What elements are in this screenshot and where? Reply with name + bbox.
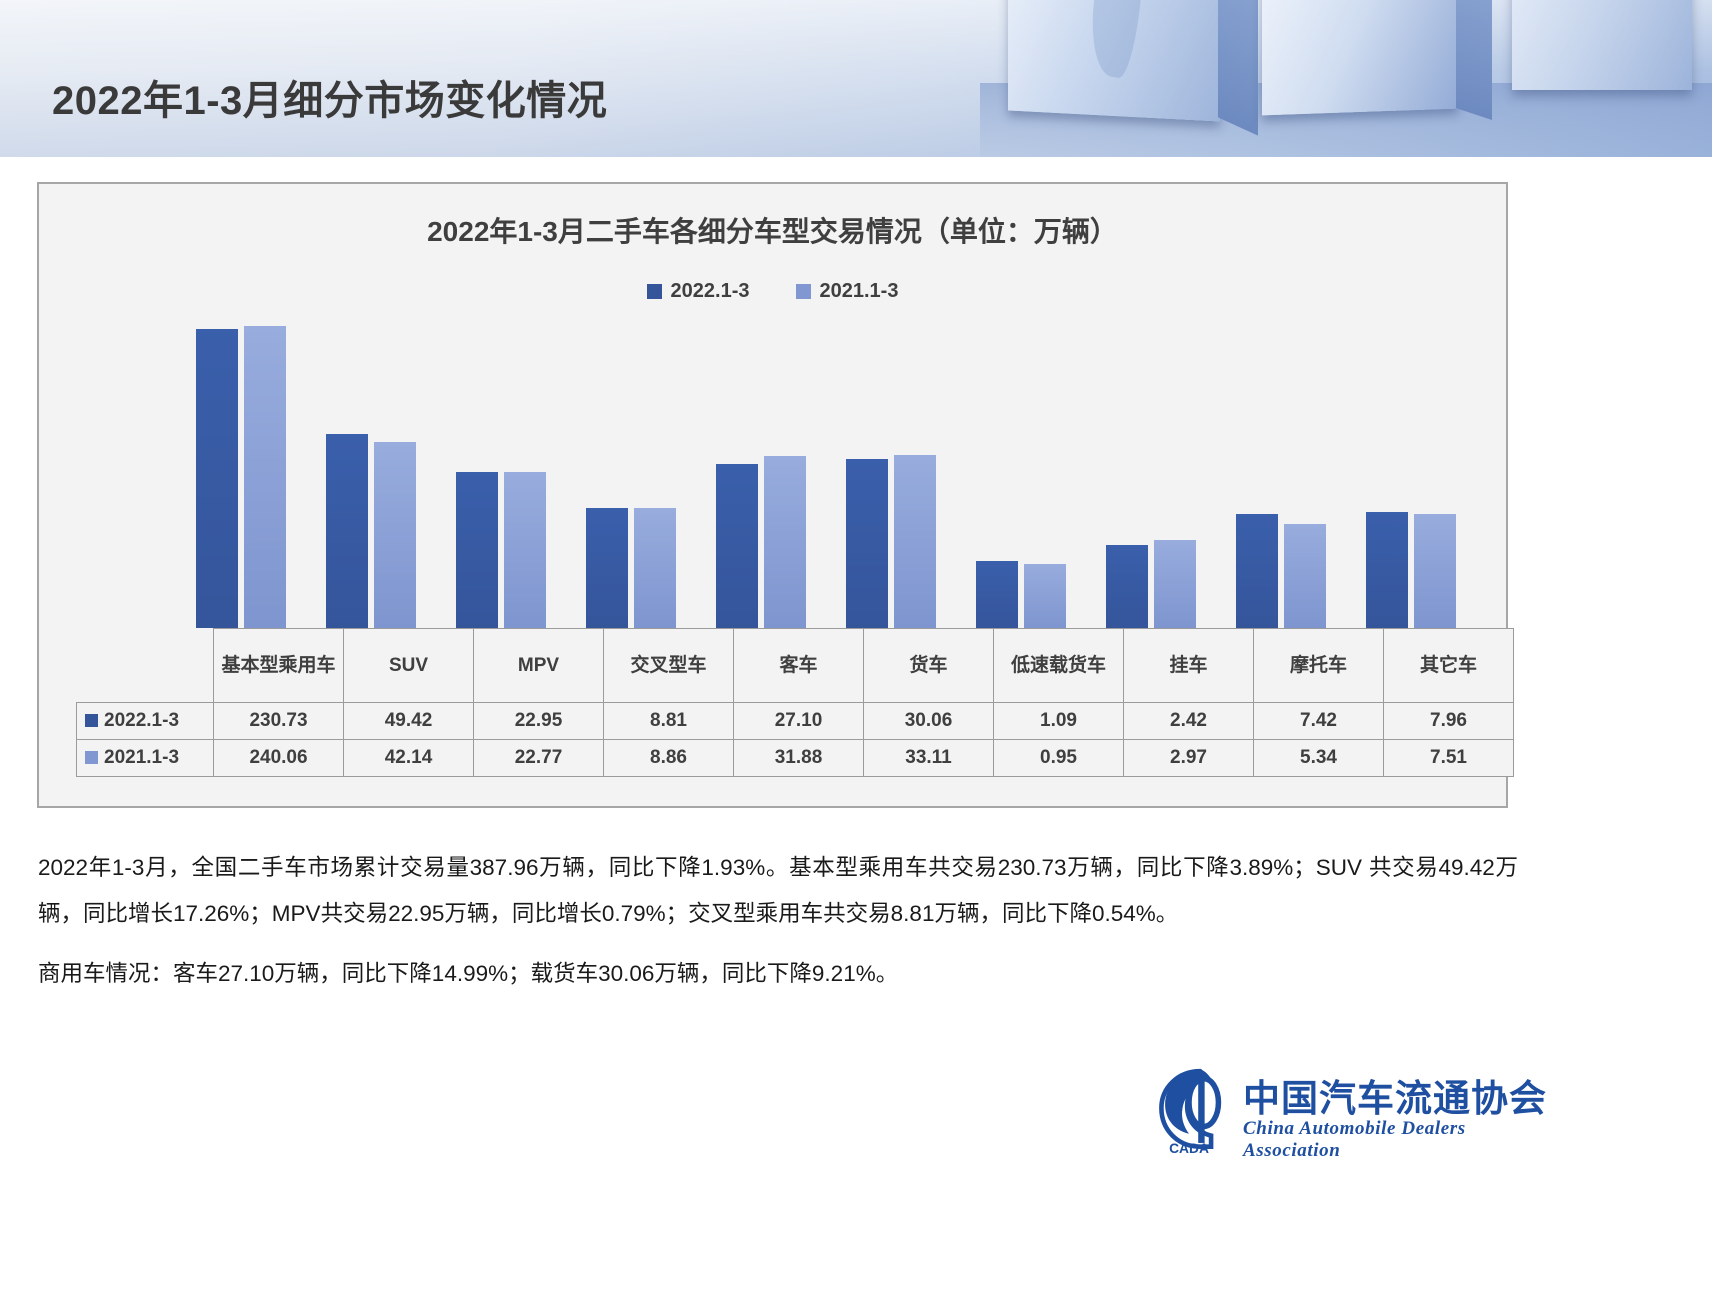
bar-2021.1-3-客车[interactable] bbox=[764, 456, 806, 628]
paragraph-market-summary: 2022年1-3月，全国二手车市场累计交易量387.96万辆，同比下降1.93%… bbox=[38, 855, 1518, 927]
cell-2022.1-3-货车: 30.06 bbox=[863, 702, 994, 740]
cell-2022.1-3-其它车: 7.96 bbox=[1383, 702, 1514, 740]
column-header-5: 货车 bbox=[863, 628, 994, 703]
cada-logo: CADA 中国汽车流通协会 China Automobile Dealers A… bbox=[1143, 1058, 1563, 1161]
cell-2022.1-3-摩托车: 7.42 bbox=[1253, 702, 1384, 740]
legend-label: 2021.1-3 bbox=[819, 280, 899, 302]
legend-swatch-icon bbox=[795, 284, 811, 299]
chart-plot-area bbox=[176, 326, 1476, 628]
table-header-row: 基本型乘用车 SUV MPV 交叉型车 客车 货车 低速载货车 挂车 摩托车 其它车 bbox=[77, 628, 1514, 703]
legend-swatch-icon bbox=[646, 284, 662, 299]
cell-2021.1-3-MPV: 22.77 bbox=[473, 739, 604, 777]
logo-name-en: China Automobile Dealers Association bbox=[1243, 1118, 1466, 1161]
series-label-2022.1-3: 2022.1-3 bbox=[76, 702, 214, 740]
column-header-7: 挂车 bbox=[1123, 628, 1254, 703]
bar-2022.1-3-货车[interactable] bbox=[846, 459, 888, 628]
bar-2022.1-3-摩托车[interactable] bbox=[1236, 513, 1278, 628]
bar-2021.1-3-交叉型车[interactable] bbox=[634, 508, 676, 628]
decorative-cube-icon bbox=[1008, 0, 1220, 122]
slide-header: 2022年1-3月细分市场变化情况 bbox=[0, 0, 1712, 157]
bar-2022.1-3-客车[interactable] bbox=[716, 464, 758, 628]
bar-2021.1-3-低速载货车[interactable] bbox=[1024, 563, 1066, 628]
bar-group bbox=[956, 326, 1086, 628]
cell-2022.1-3-客车: 27.10 bbox=[733, 702, 864, 740]
column-header-9: 其它车 bbox=[1383, 628, 1514, 703]
bar-2021.1-3-货车[interactable] bbox=[894, 454, 936, 628]
cell-2021.1-3-客车: 31.88 bbox=[733, 739, 864, 777]
cell-2022.1-3-低速载货车: 1.09 bbox=[993, 702, 1124, 740]
table-row: 2022.1-3 230.73 49.42 22.95 8.81 27.10 30.06 1.… bbox=[76, 702, 1514, 740]
cell-2021.1-3-货车: 33.11 bbox=[863, 739, 994, 777]
bar-2021.1-3-挂车[interactable] bbox=[1154, 539, 1196, 628]
bar-group bbox=[1086, 326, 1216, 628]
bar-2022.1-3-低速载货车[interactable] bbox=[976, 561, 1018, 628]
bar-group bbox=[566, 326, 696, 628]
cell-2021.1-3-SUV: 42.14 bbox=[343, 739, 474, 777]
cell-2022.1-3-基本型乘用车: 230.73 bbox=[213, 702, 344, 740]
bar-2022.1-3-SUV[interactable] bbox=[326, 434, 368, 628]
series-swatch-icon bbox=[85, 714, 98, 727]
bar-2022.1-3-MPV[interactable] bbox=[456, 471, 498, 628]
column-header-2: MPV bbox=[473, 628, 604, 703]
cell-2022.1-3-MPV: 22.95 bbox=[473, 702, 604, 740]
series-swatch-icon bbox=[85, 751, 98, 764]
bar-2022.1-3-其它车[interactable] bbox=[1366, 511, 1408, 628]
bar-2021.1-3-其它车[interactable] bbox=[1414, 513, 1456, 628]
chart-data-table: 基本型乘用车 SUV MPV 交叉型车 客车 货车 低速载货车 挂车 摩托车 其它车 2022.1-… bbox=[76, 628, 1514, 777]
bar-2021.1-3-摩托车[interactable] bbox=[1284, 523, 1326, 628]
decorative-cube-icon bbox=[1262, 0, 1458, 116]
chart-title: 2022年1-3月二手车各细分车型交易情况（单位：万辆） bbox=[427, 216, 1118, 247]
legend-label: 2022.1-3 bbox=[670, 280, 750, 302]
table-row: 2021.1-3 240.06 42.14 22.77 8.86 31.88 33.11 0.… bbox=[76, 739, 1514, 777]
bar-group bbox=[696, 326, 826, 628]
column-header-0: 基本型乘用车 bbox=[213, 628, 344, 703]
cell-2021.1-3-基本型乘用车: 240.06 bbox=[213, 739, 344, 777]
paragraph-commercial-vehicles: 商用车情况：客车27.10万辆，同比下降14.99%；载货车30.06万辆，同比… bbox=[38, 961, 899, 987]
bar-2021.1-3-基本型乘用车[interactable] bbox=[244, 326, 286, 628]
bar-group bbox=[176, 326, 306, 628]
logo-name-cn: 中国汽车流通协会 bbox=[1243, 1077, 1547, 1120]
column-header-8: 摩托车 bbox=[1253, 628, 1384, 703]
world-map-motif-icon bbox=[1086, 0, 1146, 80]
cell-2021.1-3-挂车: 2.97 bbox=[1123, 739, 1254, 777]
bar-group bbox=[306, 326, 436, 628]
column-header-6: 低速载货车 bbox=[993, 628, 1124, 703]
bar-2022.1-3-交叉型车[interactable] bbox=[586, 508, 628, 628]
decorative-cube-icon bbox=[1512, 0, 1692, 90]
series-label-2021.1-3: 2021.1-3 bbox=[76, 739, 214, 777]
cell-2021.1-3-低速载货车: 0.95 bbox=[993, 739, 1124, 777]
cell-2021.1-3-交叉型车: 8.86 bbox=[603, 739, 734, 777]
bar-group bbox=[436, 326, 566, 628]
column-header-3: 交叉型车 bbox=[603, 628, 734, 703]
bar-2022.1-3-基本型乘用车[interactable] bbox=[196, 329, 238, 628]
column-header-1: SUV bbox=[343, 628, 474, 703]
legend-item-2022[interactable]: 2022.1-3 bbox=[646, 280, 750, 303]
page-title: 2022年1-3月细分市场变化情况 bbox=[52, 79, 608, 123]
cell-2021.1-3-摩托车: 5.34 bbox=[1253, 739, 1384, 777]
bar-2021.1-3-MPV[interactable] bbox=[504, 471, 546, 628]
table-corner-cell bbox=[77, 629, 214, 703]
bar-group bbox=[1346, 326, 1476, 628]
body-copy: 2022年1-3月，全国二手车市场累计交易量387.96万辆，同比下降1.93%… bbox=[38, 845, 1518, 1011]
column-header-4: 客车 bbox=[733, 628, 864, 703]
cell-2022.1-3-SUV: 49.42 bbox=[343, 702, 474, 740]
bar-2022.1-3-挂车[interactable] bbox=[1106, 544, 1148, 628]
chart-card: 2022年1-3月二手车各细分车型交易情况（单位：万辆） 2022.1-3 20… bbox=[37, 182, 1514, 808]
cell-2022.1-3-挂车: 2.42 bbox=[1123, 702, 1254, 740]
cada-logo-icon: CADA bbox=[1159, 1068, 1222, 1154]
bar-group bbox=[826, 326, 956, 628]
svg-text:CADA: CADA bbox=[1169, 1141, 1209, 1154]
cell-2022.1-3-交叉型车: 8.81 bbox=[603, 702, 734, 740]
bar-group bbox=[1216, 326, 1346, 628]
cell-2021.1-3-其它车: 7.51 bbox=[1383, 739, 1514, 777]
legend-item-2021[interactable]: 2021.1-3 bbox=[795, 280, 899, 303]
bar-2021.1-3-SUV[interactable] bbox=[374, 442, 416, 628]
chart-legend: 2022.1-3 2021.1-3 bbox=[39, 280, 1506, 303]
